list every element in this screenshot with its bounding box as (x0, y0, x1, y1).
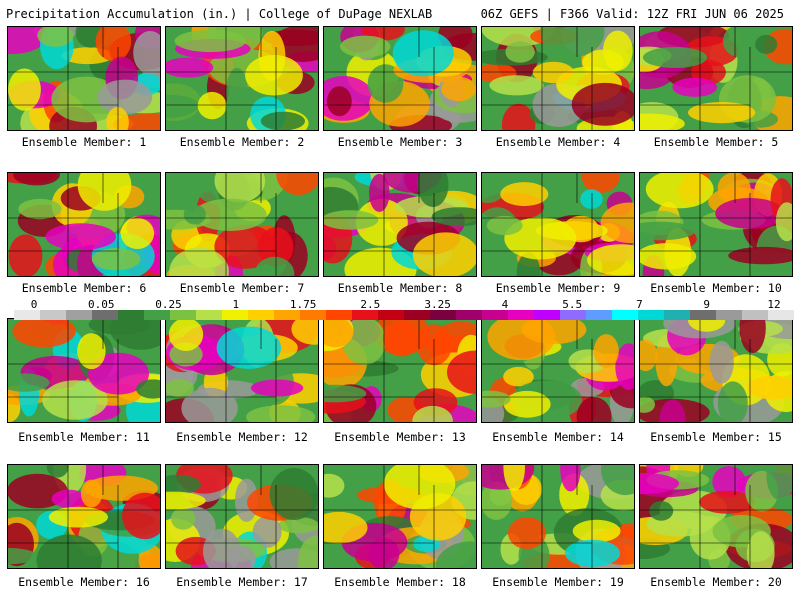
ensemble-member-label: Ensemble Member: 15 (650, 430, 782, 444)
ensemble-member-label: Ensemble Member: 6 (21, 281, 147, 295)
ensemble-member-label: Ensemble Member: 4 (495, 135, 621, 149)
ensemble-member-label: Ensemble Member: 11 (18, 430, 150, 444)
ensemble-member-label: Ensemble Member: 10 (650, 281, 782, 295)
legend-tick-label: 1 (232, 298, 240, 311)
ensemble-member-map (323, 318, 477, 423)
legend-swatch (560, 310, 587, 320)
legend-tick-label: 0 (30, 298, 38, 311)
legend-swatch (40, 310, 67, 320)
ensemble-member-label: Ensemble Member: 1 (21, 135, 147, 149)
legend-swatch (248, 310, 275, 320)
ensemble-member-map (165, 26, 319, 131)
ensemble-member-map (639, 318, 793, 423)
legend-tick-label: 7 (636, 298, 643, 311)
ensemble-member-map (639, 172, 793, 277)
legend-tick-label: 9 (703, 298, 711, 311)
legend-bar (14, 310, 794, 320)
legend-swatch (14, 310, 41, 320)
legend-swatch (300, 310, 327, 320)
ensemble-member-map (323, 464, 477, 569)
legend-swatch (716, 310, 743, 320)
legend-swatch (586, 310, 613, 320)
legend-swatch (92, 310, 119, 320)
legend-swatch (742, 310, 769, 320)
legend-tick-label: 1.75 (289, 298, 317, 311)
legend-swatch (534, 310, 561, 320)
ensemble-member-map (7, 318, 161, 423)
ensemble-member-map (7, 172, 161, 277)
legend-swatch (326, 310, 353, 320)
legend-swatch (66, 310, 93, 320)
map-title: Precipitation Accumulation (in.) | Colle… (6, 7, 433, 21)
legend-tick-label: 0.25 (155, 298, 182, 311)
legend-swatch (612, 310, 639, 320)
ensemble-member-map (323, 172, 477, 277)
legend-swatch (690, 310, 717, 320)
legend-swatch (378, 310, 405, 320)
legend-tick-label: 0.05 (88, 298, 115, 311)
ensemble-member-label: Ensemble Member: 5 (653, 135, 779, 149)
legend-swatch (144, 310, 171, 320)
ensemble-member-label: Ensemble Member: 16 (18, 575, 150, 589)
legend-tick-label: 2.5 (360, 298, 381, 311)
legend-swatch (768, 310, 794, 320)
ensemble-member-map (165, 318, 319, 423)
ensemble-member-label: Ensemble Member: 13 (334, 430, 466, 444)
legend-tick-label: 12 (767, 298, 781, 311)
ensemble-member-label: Ensemble Member: 3 (337, 135, 463, 149)
legend-swatch (274, 310, 301, 320)
legend-swatch (196, 310, 223, 320)
legend-swatch (404, 310, 431, 320)
legend-swatch (508, 310, 535, 320)
ensemble-member-label: Ensemble Member: 2 (179, 135, 305, 149)
ensemble-member-label: Ensemble Member: 20 (650, 575, 782, 589)
legend-swatch (664, 310, 691, 320)
ensemble-member-map (165, 172, 319, 277)
ensemble-member-map (7, 26, 161, 131)
ensemble-member-map (7, 464, 161, 569)
legend-swatch (456, 310, 483, 320)
ensemble-member-map (481, 172, 635, 277)
ensemble-member-label: Ensemble Member: 19 (492, 575, 624, 589)
legend-tick-label: 5.5 (562, 298, 583, 311)
legend-swatch (638, 310, 665, 320)
color-legend: 0 0.05 0.25 1 1.75 2.5 3.25 4 5.5 7 9 12 (14, 298, 794, 322)
legend-swatch (482, 310, 509, 320)
legend-swatch (222, 310, 249, 320)
legend-swatch (352, 310, 379, 320)
ensemble-member-map (481, 464, 635, 569)
ensemble-member-label: Ensemble Member: 7 (179, 281, 305, 295)
legend-tick-label: 4 (501, 298, 509, 311)
ensemble-member-map (639, 464, 793, 569)
legend-swatch (118, 310, 145, 320)
ensemble-member-map (481, 26, 635, 131)
ensemble-member-label: Ensemble Member: 17 (176, 575, 308, 589)
ensemble-member-map (323, 26, 477, 131)
ensemble-member-map (481, 318, 635, 423)
ensemble-member-label: Ensemble Member: 9 (495, 281, 621, 295)
legend-tick-label: 3.25 (424, 298, 451, 311)
ensemble-member-map (165, 464, 319, 569)
ensemble-member-map (639, 26, 793, 131)
ensemble-member-label: Ensemble Member: 12 (176, 430, 308, 444)
legend-swatch (170, 310, 197, 320)
ensemble-member-label: Ensemble Member: 8 (337, 281, 463, 295)
ensemble-member-label: Ensemble Member: 18 (334, 575, 466, 589)
ensemble-member-label: Ensemble Member: 14 (492, 430, 624, 444)
legend-swatch (430, 310, 457, 320)
valid-time: 06Z GEFS | F366 Valid: 12Z FRI JUN 06 20… (480, 7, 784, 21)
